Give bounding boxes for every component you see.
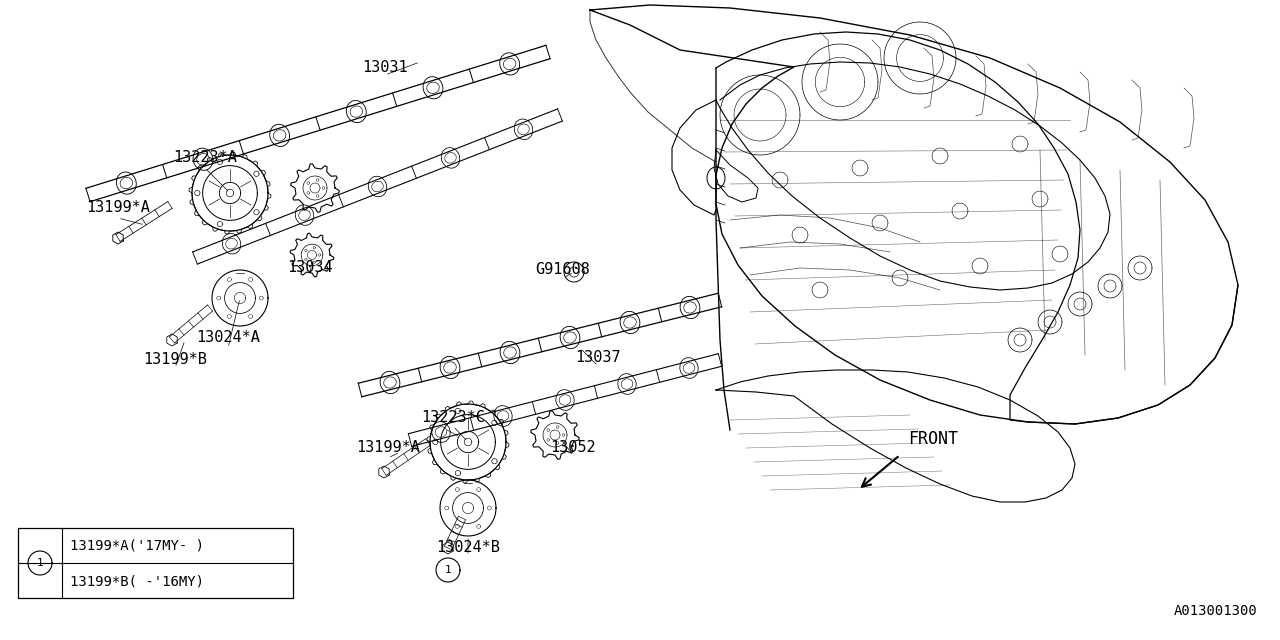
Text: 13199*A: 13199*A — [356, 440, 420, 456]
Text: A013001300: A013001300 — [1174, 604, 1258, 618]
Text: 13031: 13031 — [362, 61, 408, 76]
Text: 13223*A: 13223*A — [173, 150, 237, 166]
Text: 13052: 13052 — [550, 440, 595, 456]
Text: 13024*B: 13024*B — [436, 541, 500, 556]
Text: G91608: G91608 — [535, 262, 590, 278]
Text: 13034: 13034 — [287, 260, 333, 275]
Text: 1: 1 — [37, 558, 44, 568]
Text: 13199*B: 13199*B — [143, 353, 207, 367]
Text: 13199*B( -'16MY): 13199*B( -'16MY) — [70, 574, 204, 588]
Text: 13037: 13037 — [575, 351, 621, 365]
Text: 1: 1 — [444, 565, 452, 575]
Text: 13223*C: 13223*C — [421, 410, 485, 426]
Text: 13199*A: 13199*A — [86, 200, 150, 216]
Bar — [18, 528, 293, 598]
Text: FRONT: FRONT — [908, 430, 957, 448]
Text: 13024*A: 13024*A — [196, 330, 260, 346]
Text: 13199*A('17MY- ): 13199*A('17MY- ) — [70, 538, 204, 552]
